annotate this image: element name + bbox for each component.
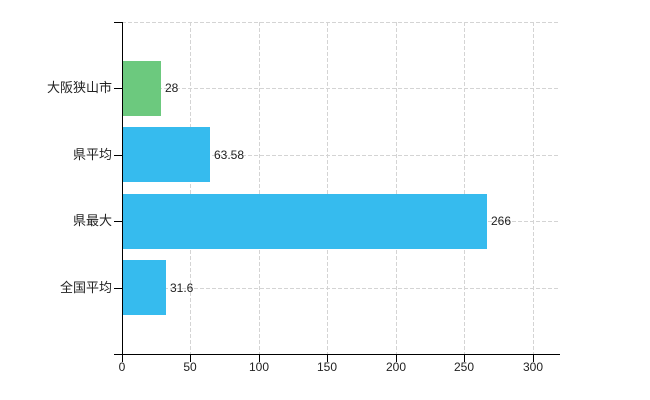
- x-tick-mark: [122, 354, 123, 362]
- gridline-horizontal: [122, 288, 560, 289]
- category-label: 大阪狭山市: [46, 80, 112, 96]
- gridline-horizontal-top: [122, 22, 560, 23]
- gridline-vertical: [190, 22, 192, 354]
- gridline-vertical: [258, 22, 260, 354]
- gridline-vertical: [327, 22, 329, 354]
- bar: [123, 127, 210, 182]
- x-tick-label: 0: [118, 360, 126, 374]
- bar: [123, 260, 166, 315]
- bar-value-label: 28: [165, 81, 179, 95]
- category-label: 県平均: [72, 147, 112, 163]
- gridline-vertical: [532, 22, 534, 354]
- gridline-horizontal: [122, 88, 560, 89]
- bar: [123, 61, 161, 116]
- bar-value-label: 63.58: [214, 148, 245, 162]
- x-tick-mark: [190, 354, 191, 362]
- bar: [123, 194, 487, 249]
- x-tick-mark: [259, 354, 260, 362]
- x-tick-label: 200: [385, 360, 407, 374]
- category-label: 全国平均: [59, 280, 112, 296]
- bar-value-label: 31.6: [170, 281, 194, 295]
- gridline-vertical: [464, 22, 466, 354]
- y-tick-mark: [114, 88, 122, 89]
- x-tick-label: 300: [522, 360, 544, 374]
- y-tick-mark: [114, 22, 122, 23]
- x-tick-mark: [327, 354, 328, 362]
- x-tick-label: 50: [183, 360, 197, 374]
- y-tick-mark: [114, 354, 122, 355]
- x-tick-label: 250: [453, 360, 475, 374]
- y-tick-mark: [114, 288, 122, 289]
- x-tick-mark: [464, 354, 465, 362]
- x-tick-mark: [396, 354, 397, 362]
- x-tick-label: 150: [316, 360, 338, 374]
- bar-value-label: 266: [491, 214, 512, 228]
- y-axis-line: [122, 22, 123, 354]
- y-tick-mark: [114, 155, 122, 156]
- plot-area: 28 63.58 266 31.6: [114, 22, 560, 362]
- y-tick-mark: [114, 221, 122, 222]
- category-label: 県最大: [72, 213, 112, 229]
- x-axis-line: [122, 354, 560, 355]
- gridline-vertical: [395, 22, 397, 354]
- x-tick-mark: [533, 354, 534, 362]
- x-tick-label: 100: [248, 360, 270, 374]
- gridline-horizontal: [122, 155, 560, 156]
